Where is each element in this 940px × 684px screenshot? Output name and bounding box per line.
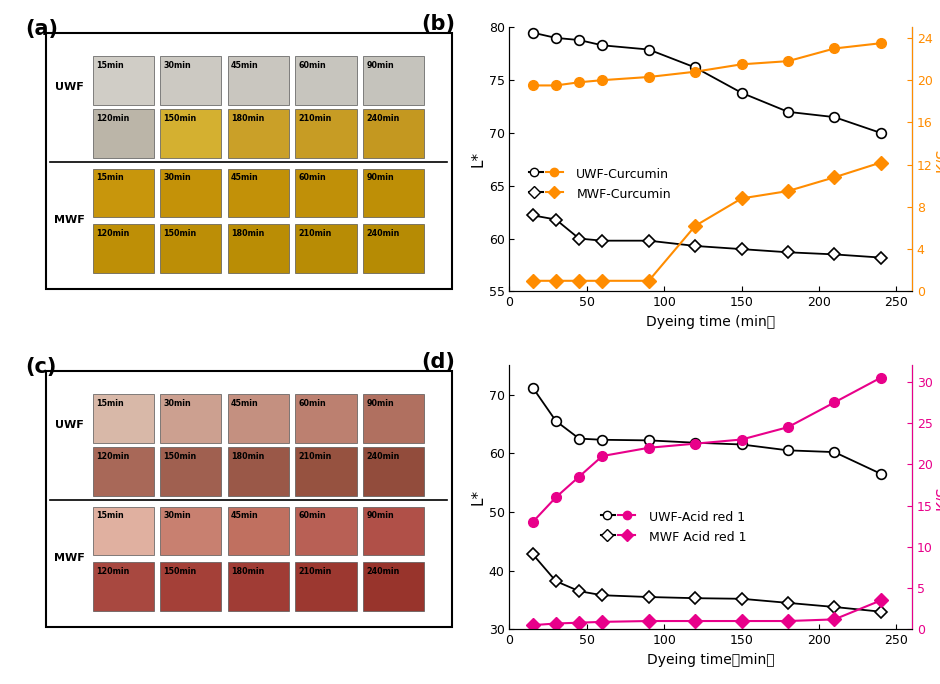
Text: 30min: 30min bbox=[164, 173, 191, 183]
Text: UWF: UWF bbox=[55, 82, 84, 92]
Bar bbox=[160, 224, 221, 273]
Text: 90min: 90min bbox=[367, 61, 394, 70]
Text: 210min: 210min bbox=[299, 114, 332, 123]
Text: 210min: 210min bbox=[299, 567, 332, 576]
Bar bbox=[295, 447, 356, 496]
Text: 210min: 210min bbox=[299, 452, 332, 461]
Text: 240min: 240min bbox=[367, 452, 400, 461]
Text: (a): (a) bbox=[25, 19, 58, 40]
Text: 30min: 30min bbox=[164, 399, 191, 408]
Text: 45min: 45min bbox=[231, 173, 259, 183]
Text: 180min: 180min bbox=[231, 452, 264, 461]
Text: 240min: 240min bbox=[367, 114, 400, 123]
Text: 15min: 15min bbox=[96, 173, 124, 183]
Text: 150min: 150min bbox=[164, 452, 196, 461]
Bar bbox=[92, 394, 154, 443]
Bar bbox=[92, 507, 154, 555]
Bar bbox=[160, 507, 221, 555]
Text: 60min: 60min bbox=[299, 511, 326, 521]
Bar bbox=[92, 447, 154, 496]
Text: 15min: 15min bbox=[96, 511, 124, 521]
Bar bbox=[227, 56, 289, 105]
Text: 45min: 45min bbox=[231, 511, 259, 521]
FancyBboxPatch shape bbox=[46, 33, 451, 289]
Bar bbox=[295, 224, 356, 273]
FancyBboxPatch shape bbox=[46, 371, 451, 627]
Text: 150min: 150min bbox=[164, 567, 196, 576]
Text: (d): (d) bbox=[421, 352, 455, 372]
Y-axis label: L*: L* bbox=[471, 151, 486, 168]
Text: 45min: 45min bbox=[231, 399, 259, 408]
Text: 30min: 30min bbox=[164, 511, 191, 521]
Bar bbox=[363, 168, 424, 218]
Bar bbox=[363, 109, 424, 158]
Text: 240min: 240min bbox=[367, 567, 400, 576]
Text: 30min: 30min bbox=[164, 61, 191, 70]
Text: 120min: 120min bbox=[96, 452, 130, 461]
Bar bbox=[160, 394, 221, 443]
Bar bbox=[227, 394, 289, 443]
Text: 90min: 90min bbox=[367, 511, 394, 521]
Bar bbox=[295, 394, 356, 443]
Text: 120min: 120min bbox=[96, 567, 130, 576]
Text: 120min: 120min bbox=[96, 228, 130, 238]
Bar bbox=[92, 56, 154, 105]
Text: 210min: 210min bbox=[299, 228, 332, 238]
Legend: UWF-Curcumin, MWF-Curcumin: UWF-Curcumin, MWF-Curcumin bbox=[524, 162, 676, 206]
Text: 150min: 150min bbox=[164, 228, 196, 238]
Bar bbox=[295, 56, 356, 105]
Text: 90min: 90min bbox=[367, 399, 394, 408]
Bar bbox=[160, 109, 221, 158]
Bar bbox=[295, 507, 356, 555]
Bar bbox=[295, 168, 356, 218]
Bar bbox=[92, 109, 154, 158]
Bar bbox=[227, 562, 289, 611]
Bar bbox=[295, 562, 356, 611]
Text: 15min: 15min bbox=[96, 61, 124, 70]
Bar bbox=[92, 562, 154, 611]
Bar bbox=[295, 109, 356, 158]
Text: (c): (c) bbox=[25, 357, 56, 378]
Text: 180min: 180min bbox=[231, 228, 264, 238]
Text: MWF: MWF bbox=[54, 215, 85, 225]
Bar bbox=[363, 447, 424, 496]
Text: 60min: 60min bbox=[299, 173, 326, 183]
Y-axis label: K/S: K/S bbox=[935, 485, 940, 510]
Text: UWF: UWF bbox=[55, 420, 84, 430]
Bar bbox=[227, 109, 289, 158]
Bar bbox=[363, 562, 424, 611]
Text: MWF: MWF bbox=[54, 553, 85, 563]
Text: 45min: 45min bbox=[231, 61, 259, 70]
Text: 60min: 60min bbox=[299, 399, 326, 408]
Y-axis label: L*: L* bbox=[471, 489, 486, 505]
Bar bbox=[227, 507, 289, 555]
Text: (b): (b) bbox=[421, 14, 455, 34]
Bar bbox=[363, 394, 424, 443]
Bar bbox=[160, 562, 221, 611]
Bar bbox=[363, 224, 424, 273]
Bar bbox=[160, 168, 221, 218]
Bar bbox=[92, 224, 154, 273]
Text: 90min: 90min bbox=[367, 173, 394, 183]
X-axis label: Dyeing time（min）: Dyeing time（min） bbox=[647, 653, 775, 667]
X-axis label: Dyeing time (min）: Dyeing time (min） bbox=[646, 315, 776, 329]
Bar bbox=[227, 447, 289, 496]
Legend: UWF-Acid red 1, MWF Acid red 1: UWF-Acid red 1, MWF Acid red 1 bbox=[596, 505, 751, 549]
Text: 240min: 240min bbox=[367, 228, 400, 238]
Bar bbox=[92, 168, 154, 218]
Bar bbox=[160, 447, 221, 496]
Text: 180min: 180min bbox=[231, 114, 264, 123]
Bar bbox=[227, 168, 289, 218]
Text: 180min: 180min bbox=[231, 567, 264, 576]
Bar bbox=[363, 507, 424, 555]
Text: 15min: 15min bbox=[96, 399, 124, 408]
Bar bbox=[363, 56, 424, 105]
Y-axis label: K/S: K/S bbox=[935, 147, 940, 172]
Bar bbox=[227, 224, 289, 273]
Text: 120min: 120min bbox=[96, 114, 130, 123]
Text: 150min: 150min bbox=[164, 114, 196, 123]
Bar bbox=[160, 56, 221, 105]
Text: 60min: 60min bbox=[299, 61, 326, 70]
